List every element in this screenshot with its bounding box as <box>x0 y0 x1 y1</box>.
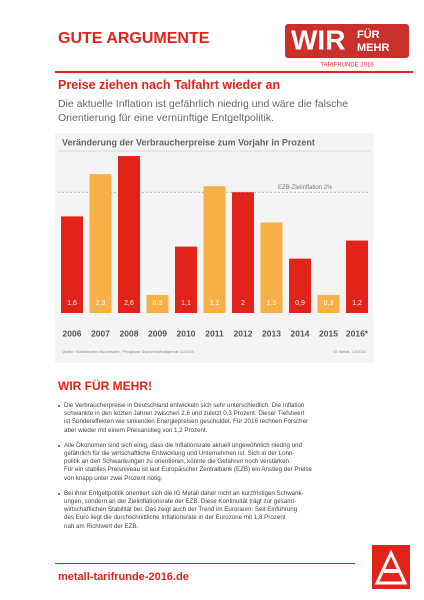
chart-credit: IG Metall, 12/2016 <box>333 349 366 354</box>
x-tick-label: 2011 <box>205 328 224 338</box>
header-title: GUTE ARGUMENTE <box>58 30 210 47</box>
bar <box>61 216 83 313</box>
footer-rule <box>55 563 355 564</box>
intro-line: Orientierung für eine vernünftige Entgel… <box>58 112 274 124</box>
x-tick-label: 2008 <box>120 328 139 338</box>
logo-sub: TARIFRUNDE 2016 <box>320 63 374 69</box>
reference-label: EZB-Zielinflation 2% <box>278 185 333 191</box>
bullet-line: ist Sondereffekten wie sinkenden Energie… <box>64 418 309 426</box>
chart: Veränderung der Verbraucherpreise zum Vo… <box>55 133 373 363</box>
bullet: Alle Ökonomen sind sich einig, dass die … <box>58 442 312 483</box>
bullet-line: ungen, sondern an der Zielinflationsrate… <box>64 498 297 506</box>
value-label: 1,5 <box>267 300 277 307</box>
value-label: 2,6 <box>124 300 134 307</box>
bullet-line: Die Verbraucherpreise in Deutschland ent… <box>64 402 305 409</box>
logo-line: FÜR <box>357 28 380 41</box>
intro: Die aktuelle Inflation ist gefährlich ni… <box>58 97 348 125</box>
logo-shape <box>374 549 408 585</box>
intro-line: Die aktuelle Inflation ist gefährlich ni… <box>58 98 349 110</box>
header-rule <box>55 71 413 73</box>
bullet-line: politik an den Schwankungen zu orientier… <box>64 458 291 466</box>
bullet-line: wirtschaftlichen Stabilität bei. Das zei… <box>64 506 298 514</box>
bullet-line: des Euro liegt die durchschnittliche Inf… <box>64 514 286 522</box>
x-tick-label: 2014 <box>291 328 310 338</box>
bullet-dot <box>58 405 60 407</box>
bullet-line: nah am Richtwert der EZB. <box>64 522 139 530</box>
bar <box>89 174 112 313</box>
bar <box>346 240 368 313</box>
bullet-list: Die Verbraucherpreise in Deutschland ent… <box>58 402 312 538</box>
value-label: 2,3 <box>96 300 106 307</box>
section-title: WIR FÜR MEHR! <box>58 379 152 393</box>
headline: Preise ziehen nach Talfahrt wieder an <box>58 78 281 92</box>
bar <box>317 294 340 313</box>
bar <box>146 294 169 313</box>
value-label: 1,2 <box>352 300 362 307</box>
bullet-line: Bei ihrer Entgeltpolitik orientiert sich… <box>64 489 304 497</box>
x-tick-label: 2015 <box>319 328 338 338</box>
value-label: 0,3 <box>324 300 334 307</box>
bullet-line: schwankte in den letzten Jahren zwischen… <box>64 410 305 418</box>
value-label: 2,1 <box>210 300 220 307</box>
value-label: 1,6 <box>67 300 77 307</box>
bullet-dot <box>58 444 60 447</box>
value-label: 2 <box>241 300 245 307</box>
logo: WIR FÜR MEHR TARIFRUNDE 2016 <box>285 24 409 69</box>
value-label: 0,3 <box>153 300 163 307</box>
value-label: 0,9 <box>295 300 305 307</box>
value-label: 1,1 <box>181 300 191 307</box>
bullet-line: Für ein stabiles Preisniveau ist laut Eu… <box>64 466 312 474</box>
logo-badge <box>285 24 409 58</box>
bullet-line: von knapp unter zwei Prozent nötig. <box>64 474 163 482</box>
bullet: Die Verbraucherpreise in Deutschland ent… <box>58 402 312 435</box>
footer-url: metall-tarifrunde-2016.de <box>58 571 189 583</box>
chart-title: Veränderung der Verbraucherpreise zum Vo… <box>62 137 315 147</box>
x-tick-label: 2016* <box>346 328 369 338</box>
ig-metall-logo <box>372 545 410 589</box>
bar <box>260 222 283 313</box>
logo-main: WIR <box>291 24 345 55</box>
x-tick-label: 2009 <box>148 328 167 338</box>
bar <box>203 186 226 313</box>
x-tick-label: 2010 <box>177 328 196 338</box>
logo-line: MEHR <box>357 42 389 54</box>
bullet-line: gefährlich für die wirtschaftliche Entwi… <box>64 450 295 458</box>
x-tick-label: 2006 <box>63 328 82 338</box>
bullet-line: aber wieder mit einem Preisanstieg von 1… <box>64 426 208 434</box>
bar <box>232 192 254 313</box>
bullet-line: Alle Ökonomen sind sich einig, dass die … <box>64 441 303 449</box>
x-tick-label: 2012 <box>234 328 253 338</box>
x-tick-label: 2007 <box>91 328 110 338</box>
bar <box>118 156 140 313</box>
x-tick-label: 2013 <box>262 328 281 338</box>
bar <box>289 258 311 313</box>
bullet-dot <box>58 492 60 495</box>
bar <box>175 246 197 313</box>
bullet: Bei ihrer Entgeltpolitik orientiert sich… <box>58 490 312 531</box>
chart-source: Quelle: Statistisches Bundesamt, *Progno… <box>62 349 194 354</box>
logo-shape <box>384 569 398 573</box>
